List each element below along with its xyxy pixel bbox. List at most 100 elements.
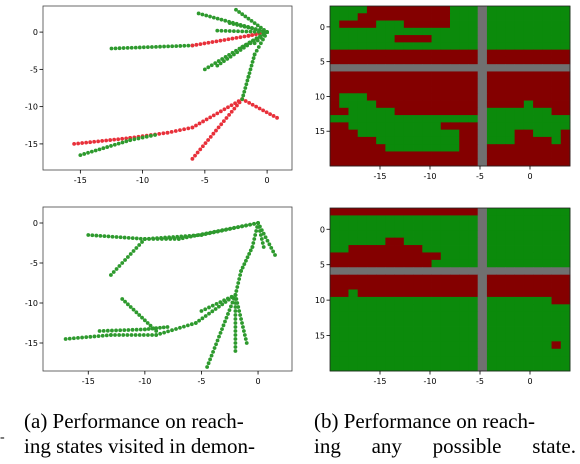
heatmap-cell <box>403 245 414 253</box>
heatmap-cell <box>339 267 349 276</box>
heatmap-cell <box>376 259 386 268</box>
heatmap-cell <box>560 274 571 283</box>
trajectory-point <box>114 267 119 271</box>
heatmap-cell <box>533 49 543 58</box>
trajectory-point <box>186 126 191 131</box>
trajectory-point <box>126 328 131 332</box>
heatmap-cell <box>551 348 562 357</box>
heatmap-cell <box>357 49 368 58</box>
heatmap-cell <box>496 35 506 43</box>
y-tick-label: 15 <box>315 332 325 341</box>
heatmap-cell <box>468 304 479 313</box>
trajectory-point <box>241 325 245 329</box>
heatmap-cell <box>542 122 552 131</box>
heatmap-cell <box>450 245 460 253</box>
heatmap-cell <box>523 230 534 239</box>
heatmap-cell <box>514 311 525 320</box>
heatmap-cell <box>366 274 377 283</box>
heatmap-cell <box>348 100 359 109</box>
trajectory-point <box>256 29 261 34</box>
trajectory-point <box>233 349 238 353</box>
trajectory-point <box>120 261 125 265</box>
trajectory-point <box>208 357 212 362</box>
heatmap-cell <box>533 289 543 298</box>
heatmap-cell <box>551 304 562 313</box>
heatmap-cell <box>431 252 442 261</box>
caption-b-word-3: possible <box>432 434 502 458</box>
heatmap-cell <box>330 93 340 101</box>
heatmap-cell <box>468 208 479 216</box>
y-tick-label: 5 <box>320 261 325 270</box>
trajectory-point <box>97 329 102 333</box>
heatmap-cell <box>477 222 488 231</box>
heatmap-cell <box>450 64 460 72</box>
heatmap-cell <box>496 259 506 268</box>
heatmap-cell <box>560 319 571 327</box>
heatmap-cell <box>459 282 469 290</box>
heatmap-cell <box>450 348 460 357</box>
heatmap-cell <box>542 363 552 372</box>
heatmap-cell <box>330 158 340 167</box>
heatmap-cell <box>376 71 386 80</box>
trajectory-point <box>193 153 197 158</box>
heatmap-cell <box>523 363 534 372</box>
trajectory-point <box>131 307 136 312</box>
heatmap-cell <box>505 333 516 342</box>
trajectory-point <box>243 99 248 103</box>
trajectory-point <box>130 327 135 332</box>
heatmap-cell <box>523 93 534 101</box>
heatmap-cell <box>542 64 552 72</box>
heatmap-cell <box>376 363 386 372</box>
heatmap-cell <box>459 311 469 320</box>
heatmap-cell <box>560 341 571 350</box>
heatmap-cell <box>394 35 405 43</box>
heatmap-cell <box>339 341 349 350</box>
heatmap-cell <box>339 20 349 29</box>
heatmap-cell <box>551 56 562 65</box>
trajectory-point <box>122 235 127 240</box>
heatmap-cell <box>376 304 386 313</box>
heatmap-cell <box>413 304 423 313</box>
heatmap-cell <box>523 107 534 116</box>
heatmap-cell <box>431 267 442 276</box>
heatmap-cell <box>542 56 552 65</box>
trajectory-point <box>249 63 254 68</box>
heatmap-cell <box>560 363 571 372</box>
trajectory-point <box>263 235 268 240</box>
heatmap-cell <box>330 259 340 268</box>
heatmap-cell <box>431 86 442 94</box>
caption-b-line-1: (b) Performance on reach- <box>314 409 535 433</box>
heatmap-cell <box>366 144 377 152</box>
trajectory-point <box>234 7 238 12</box>
heatmap-cell <box>339 289 349 298</box>
heatmap-cell <box>330 252 340 261</box>
heatmap-cell <box>413 267 423 276</box>
heatmap-cell <box>440 122 451 131</box>
heatmap-cell <box>366 252 377 261</box>
trajectory-point <box>245 255 250 260</box>
heatmap-cell <box>551 267 562 276</box>
heatmap-cell <box>477 64 488 72</box>
heatmap-cell <box>505 151 516 160</box>
heatmap-cell <box>413 129 423 138</box>
trajectory-point <box>233 305 238 309</box>
heatmap-cell <box>450 129 460 138</box>
heatmap-cell <box>348 333 359 342</box>
trajectory-point <box>262 32 266 37</box>
heatmap-cell <box>385 64 396 72</box>
trajectory-point <box>67 336 72 341</box>
heatmap-cell <box>560 289 571 298</box>
trajectory-point <box>261 231 266 236</box>
heatmap-cell <box>330 326 340 335</box>
heatmap-cell <box>533 296 543 305</box>
heatmap-cell <box>413 311 423 320</box>
heatmap-cell <box>523 289 534 298</box>
heatmap-cell <box>477 42 488 51</box>
heatmap-cell <box>394 144 405 152</box>
heatmap-cell <box>431 158 442 167</box>
heatmap-cell <box>357 282 368 290</box>
heatmap-cell <box>431 319 442 327</box>
heatmap-cell <box>394 49 405 58</box>
heatmap-cell <box>357 215 368 224</box>
trajectory-point <box>233 293 238 297</box>
